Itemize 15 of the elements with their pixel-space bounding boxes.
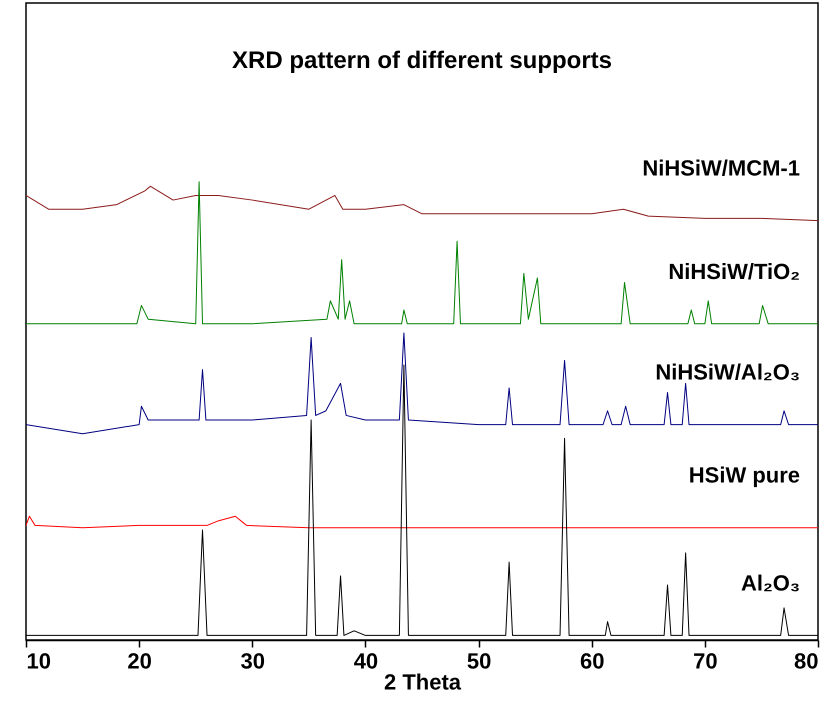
series-label: NiHSiW/MCM-1 [642, 156, 800, 181]
series-label: NiHSiW/TiO₂ [668, 258, 800, 284]
chart-title: XRD pattern of different supports [232, 47, 612, 74]
x-axis-title: 2 Theta [384, 670, 462, 694]
x-tick-label: 20 [127, 648, 152, 674]
x-tick-label: 50 [466, 648, 492, 674]
x-tick-label: 70 [693, 648, 718, 674]
series-label: NiHSiW/Al₂O₃ [655, 360, 800, 385]
x-tick-label: 80 [794, 648, 818, 674]
x-tick-label: 10 [26, 648, 51, 674]
x-tick-label: 40 [354, 648, 378, 674]
x-tick-label: 30 [240, 648, 266, 674]
series-label: HSiW pure [688, 462, 800, 488]
series-label: Al₂O₃ [740, 570, 800, 596]
x-tick-label: 60 [580, 648, 604, 674]
